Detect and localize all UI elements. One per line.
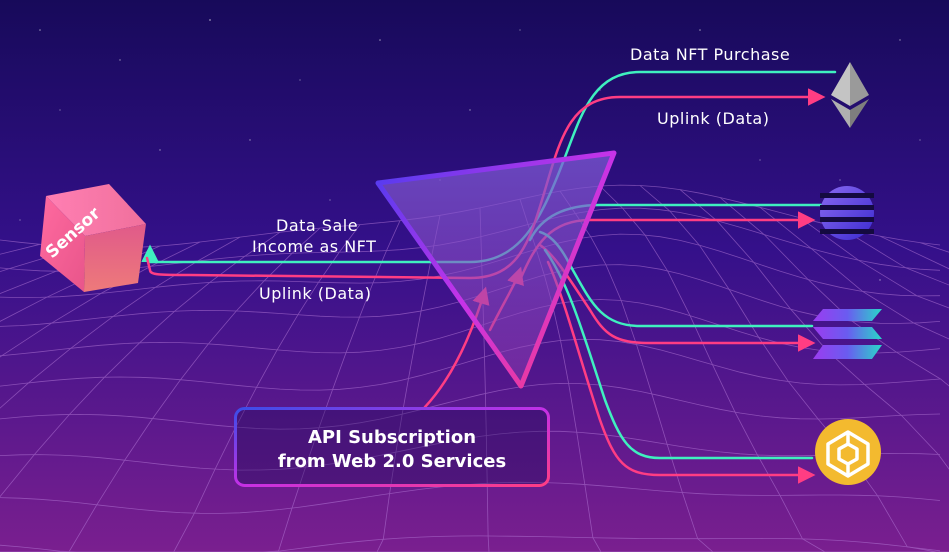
api-subscription-line1: API Subscription bbox=[307, 427, 477, 448]
income-as-nft-label: Income as NFT bbox=[252, 237, 377, 256]
sensor-cube bbox=[40, 184, 146, 292]
grid-row-line bbox=[0, 338, 941, 391]
uplink-data-label-left: Uplink (Data) bbox=[259, 284, 372, 303]
grid-column-line bbox=[759, 206, 949, 340]
grid-column-line bbox=[0, 245, 161, 322]
grid-column-line bbox=[70, 224, 361, 552]
ethereum-icon bbox=[831, 62, 869, 128]
exchange-triangle bbox=[375, 150, 617, 389]
api-subscription-box: API Subscription from Web 2.0 Services bbox=[234, 407, 550, 487]
grid-column-line bbox=[0, 241, 201, 358]
pink-line-bnb bbox=[546, 260, 816, 484]
polkadot-icon bbox=[820, 186, 874, 240]
data-nft-purchase-label: Data NFT Purchase bbox=[630, 45, 791, 64]
grid-column-line bbox=[599, 185, 915, 552]
grid-column-line bbox=[0, 227, 321, 552]
grid-column-line bbox=[799, 217, 949, 309]
solana-icon bbox=[813, 309, 882, 359]
uplink-data-label-right: Uplink (Data) bbox=[657, 109, 770, 128]
grid-column-line bbox=[559, 190, 775, 552]
bnb-icon bbox=[815, 419, 881, 485]
grid-column-line bbox=[679, 189, 949, 470]
grid-column-line bbox=[211, 220, 401, 552]
grid-column-line bbox=[351, 215, 441, 552]
grid-column-line bbox=[0, 231, 281, 498]
data-sale-label: Data Sale bbox=[276, 216, 359, 235]
api-subscription-line2: from Web 2.0 Services bbox=[277, 451, 507, 472]
grid-row-line bbox=[0, 535, 941, 552]
grid-row-line bbox=[0, 430, 941, 471]
starfield bbox=[19, 19, 921, 281]
grid-column-line bbox=[719, 197, 949, 387]
grid-row-line bbox=[0, 382, 941, 430]
grid-column-line bbox=[0, 236, 241, 409]
